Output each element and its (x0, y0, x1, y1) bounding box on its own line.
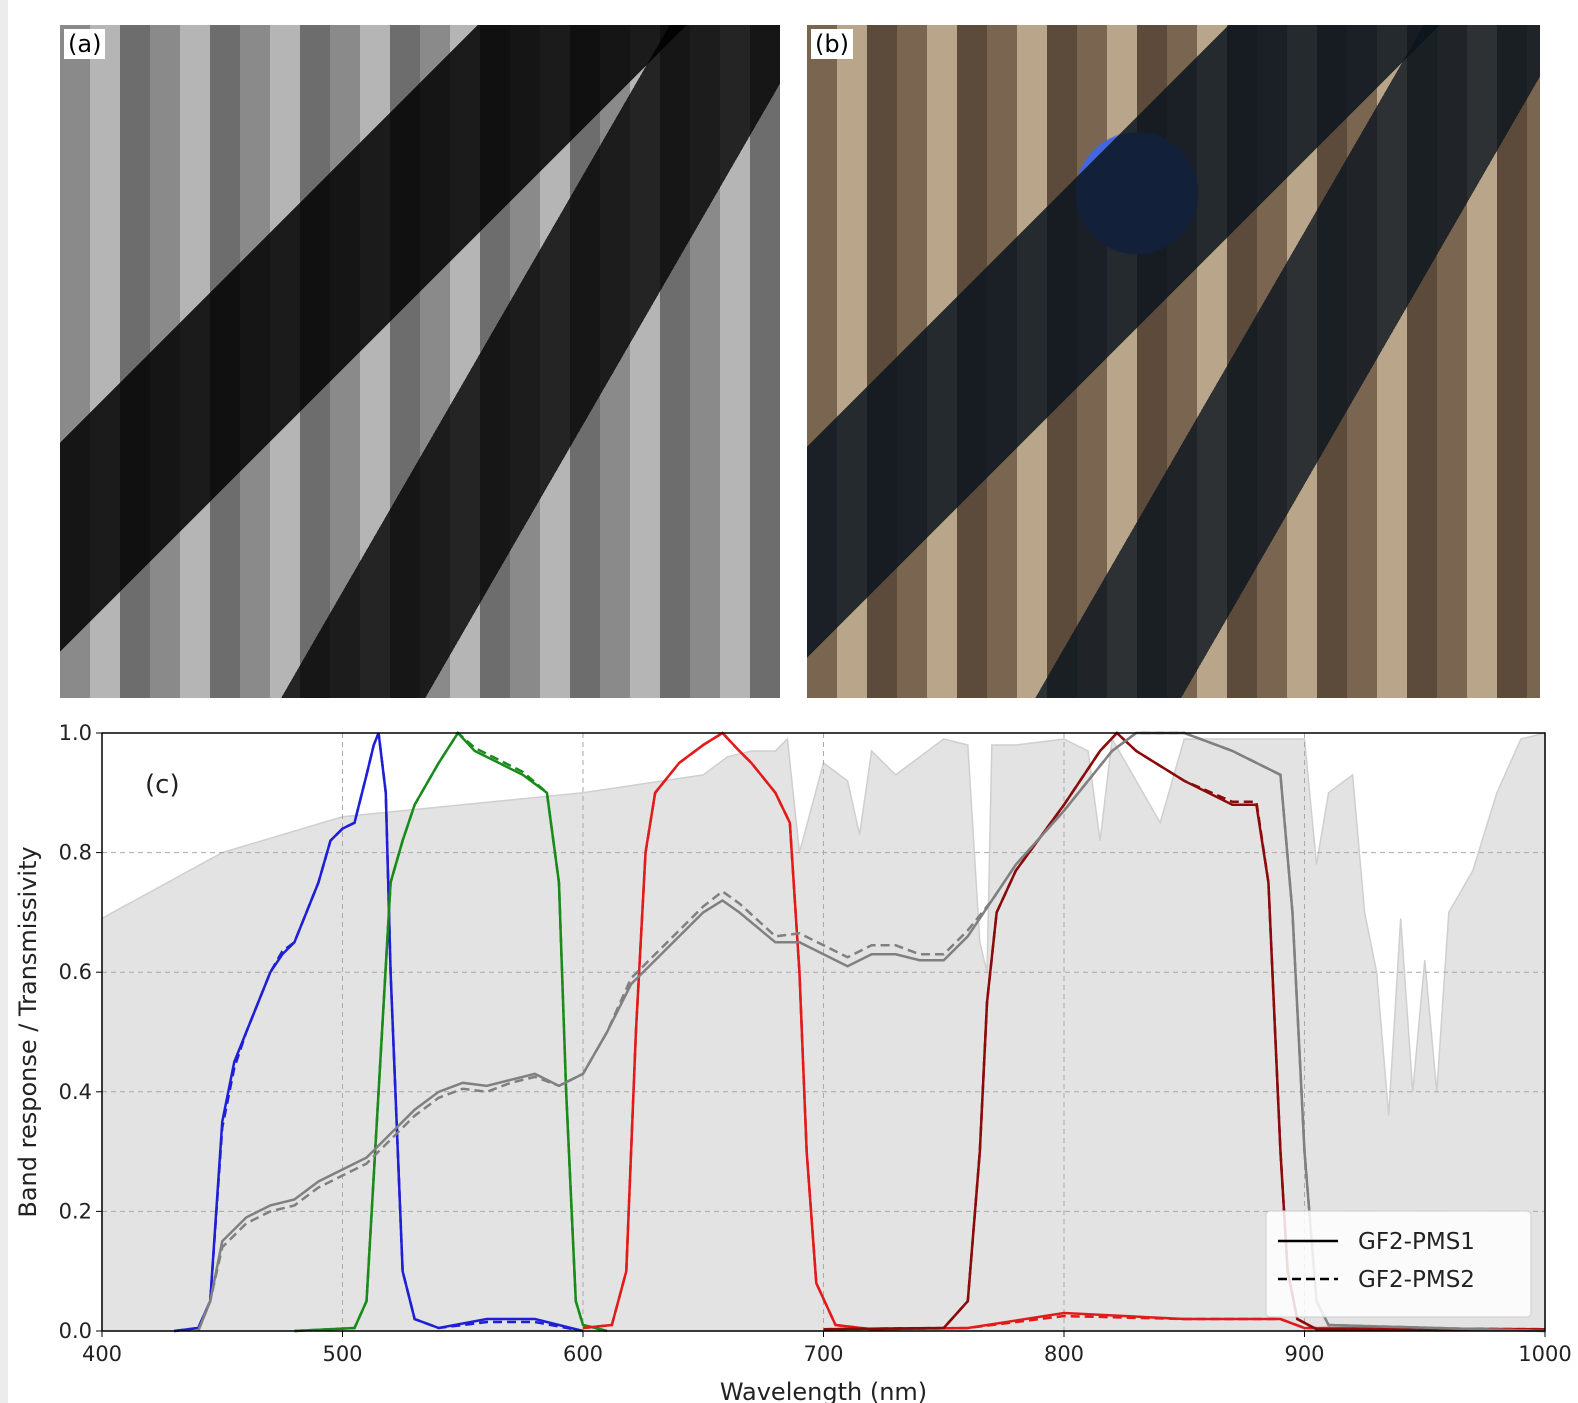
y-tick-label: 1.0 (59, 721, 92, 745)
legend-label: GF2-PMS1 (1358, 1229, 1475, 1255)
legend-label: GF2-PMS2 (1358, 1267, 1475, 1293)
x-axis-label: Wavelength (nm) (720, 1378, 927, 1403)
x-tick-label: 400 (82, 1342, 122, 1366)
legend-box (1266, 1211, 1531, 1317)
x-tick-label: 500 (322, 1342, 362, 1366)
x-tick-label: 700 (803, 1342, 843, 1366)
y-axis-label: Band response / Transmissivity (14, 846, 42, 1217)
panel-annotation: (c) (145, 770, 180, 800)
y-tick-label: 0.8 (59, 841, 92, 865)
chart: 400 500 600 700 800 900 1000 0.0 0.2 0.4 0.6 0.8 1.0… (0, 0, 1578, 1403)
x-tick-label: 900 (1284, 1342, 1324, 1366)
page: (a) (b) 40050060070080090010000.00.20.40… (0, 0, 1578, 1403)
y-tick-label: 0.4 (59, 1080, 92, 1104)
y-tick-label: 0.0 (59, 1319, 92, 1343)
x-tick-label: 600 (563, 1342, 603, 1366)
y-tick-label: 0.6 (59, 960, 92, 984)
y-tick-label: 0.2 (59, 1199, 92, 1223)
x-tick-label: 800 (1044, 1342, 1084, 1366)
x-tick-label: 1000 (1518, 1342, 1571, 1366)
